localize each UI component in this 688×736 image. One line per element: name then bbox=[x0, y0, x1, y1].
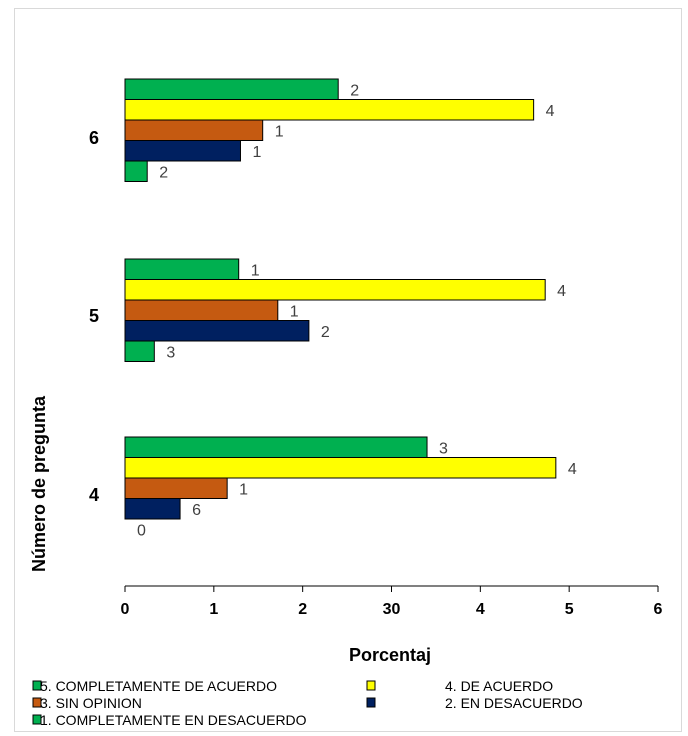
legend-label: 2. EN DESACUERDO bbox=[445, 695, 583, 711]
category-label: 5 bbox=[89, 306, 99, 326]
x-tick-label: 2 bbox=[298, 601, 307, 618]
data-label: 4 bbox=[557, 283, 566, 300]
bar bbox=[124, 119, 264, 141]
x-tick-label: 4 bbox=[476, 601, 485, 618]
legend-label: 1. COMPLETAMENTE EN DESACUERDO bbox=[40, 712, 307, 728]
data-label: 3 bbox=[439, 440, 448, 457]
bar bbox=[124, 299, 279, 321]
legend-swatch bbox=[366, 680, 376, 691]
bar bbox=[124, 160, 148, 182]
bar bbox=[124, 498, 181, 520]
bar bbox=[124, 340, 155, 362]
legend-swatch bbox=[32, 697, 42, 708]
x-axis: 0 1 2 30 4 5 6 bbox=[121, 585, 663, 618]
data-label: 2 bbox=[350, 82, 359, 99]
data-label: 1 bbox=[251, 262, 260, 279]
bar bbox=[124, 99, 535, 121]
data-label: 6 bbox=[192, 502, 201, 519]
category-label: 6 bbox=[89, 128, 99, 148]
data-label: 2 bbox=[321, 324, 330, 341]
bar bbox=[124, 436, 428, 458]
bar bbox=[124, 457, 557, 479]
bar bbox=[124, 320, 310, 342]
x-tick-label: 0 bbox=[121, 601, 130, 618]
bar bbox=[124, 258, 240, 280]
bar bbox=[124, 279, 546, 301]
x-tick-label: 1 bbox=[209, 601, 218, 618]
x-axis-title: Porcentaj bbox=[349, 645, 431, 665]
data-label: 3 bbox=[166, 344, 175, 361]
bar bbox=[124, 78, 339, 100]
legend-label: 3. SIN OPINION bbox=[40, 695, 142, 711]
y-axis-title-group: Número de pregunta bbox=[29, 395, 49, 572]
data-label: 2 bbox=[159, 164, 168, 181]
legend-swatch bbox=[32, 680, 42, 691]
y-axis-title: Número de pregunta bbox=[29, 395, 49, 572]
bar bbox=[124, 477, 228, 499]
legend-swatch bbox=[32, 714, 42, 725]
category-label: 4 bbox=[89, 485, 99, 505]
data-label: 4 bbox=[568, 461, 577, 478]
x-tick-label: 30 bbox=[383, 601, 401, 618]
x-tick-label: 6 bbox=[654, 601, 663, 618]
legend-label: 5. COMPLETAMENTE DE ACUERDO bbox=[40, 678, 277, 694]
data-label: 0 bbox=[137, 522, 146, 539]
bar bbox=[124, 140, 241, 162]
legend: 5. COMPLETAMENTE DE ACUERDO 4. DE ACUERDO… bbox=[32, 678, 583, 728]
legend-swatch bbox=[366, 697, 376, 708]
data-label: 1 bbox=[275, 123, 284, 140]
data-label: 1 bbox=[290, 303, 299, 320]
data-label: 4 bbox=[546, 103, 555, 120]
legend-label: 4. DE ACUERDO bbox=[445, 678, 553, 694]
data-label: 1 bbox=[252, 144, 261, 161]
x-tick-label: 5 bbox=[565, 601, 574, 618]
data-label: 1 bbox=[239, 481, 248, 498]
